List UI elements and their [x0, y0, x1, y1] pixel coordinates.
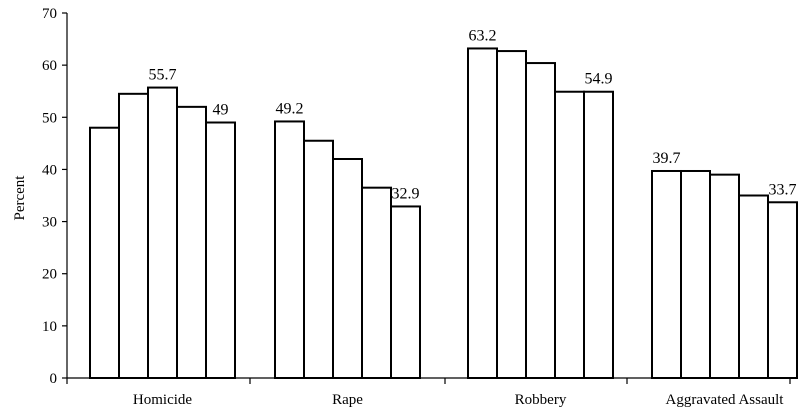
data-label: 39.7: [653, 150, 681, 167]
plot-area: 0 10 20 30 40 50 60 70 Homicide Rape Robbery Aggrav…: [42, 6, 798, 408]
bar: [390, 205, 421, 379]
y-tick-label: 40: [42, 162, 57, 178]
bar: [554, 90, 585, 379]
bar: [496, 50, 527, 379]
bar: [147, 86, 178, 379]
y-tick-label: 60: [42, 58, 57, 74]
bar: [767, 201, 798, 379]
bar: [332, 158, 363, 379]
data-label: 63.2: [469, 27, 497, 44]
y-tick-label: 70: [42, 6, 57, 22]
x-tick-label: Robbery: [515, 392, 567, 408]
bar: [651, 169, 682, 379]
data-label: 54.9: [585, 71, 613, 88]
y-tick-label: 30: [42, 215, 57, 231]
bar: [274, 120, 305, 379]
bar: [467, 47, 498, 379]
y-tick-label: 50: [42, 110, 57, 126]
y-tick-label: 0: [50, 371, 58, 387]
data-label: 55.7: [149, 67, 177, 84]
y-tick-label: 20: [42, 267, 57, 283]
data-label: 49.2: [276, 100, 304, 117]
bar: [738, 194, 769, 379]
data-label: 33.7: [769, 181, 797, 198]
bar: [176, 105, 207, 379]
bar: [205, 121, 236, 379]
x-tick-label: Aggravated Assault: [666, 392, 785, 408]
bar: [118, 92, 149, 379]
y-tick-label: 10: [42, 319, 57, 335]
data-label: 49: [213, 102, 229, 119]
bar: [583, 90, 614, 379]
bar: [303, 139, 334, 379]
x-tick-label: Rape: [332, 392, 363, 408]
bar: [89, 126, 120, 380]
x-tick-label: Homicide: [133, 392, 192, 408]
bar: [709, 173, 740, 379]
bar: [525, 62, 556, 380]
bar: [680, 169, 711, 379]
y-axis-label: Percent: [12, 175, 28, 221]
data-label: 32.9: [392, 185, 420, 202]
bar: [361, 186, 392, 379]
